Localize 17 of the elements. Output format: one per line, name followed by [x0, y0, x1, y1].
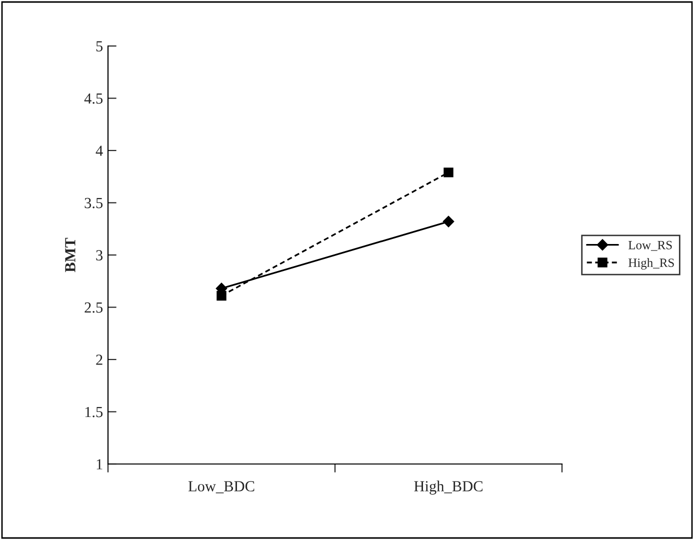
x-tick-label: High_BDC	[414, 480, 482, 495]
point	[442, 216, 454, 228]
y-tick-label: 1	[96, 459, 102, 470]
y-tick-label: 1.5	[85, 406, 103, 418]
y-tick-label: 3.5	[84, 198, 103, 208]
y-tick-label: 3	[96, 250, 103, 260]
y-tick-label: 4	[96, 146, 103, 156]
y-tick-label: 4.5	[84, 93, 103, 104]
legend-label: Low_RS	[628, 240, 672, 251]
point	[444, 168, 454, 178]
y-tick-label: 5	[96, 41, 103, 52]
legend-label: High_RS	[628, 258, 674, 270]
y-tick-label: 2	[96, 354, 102, 365]
y-tick-label: 2.5	[84, 302, 103, 313]
point	[216, 290, 226, 301]
x-tick-label: Low_BDC	[188, 481, 254, 494]
y-axis-title: BMT	[65, 238, 76, 272]
